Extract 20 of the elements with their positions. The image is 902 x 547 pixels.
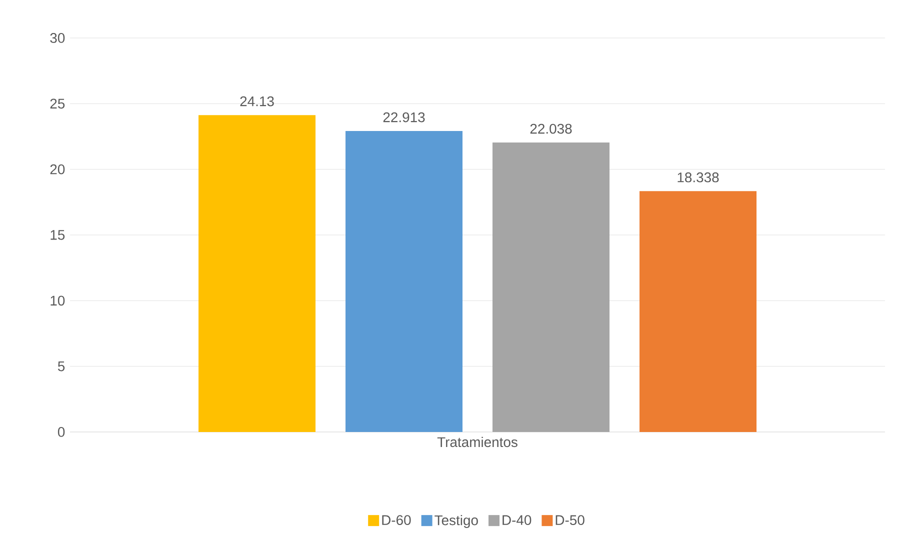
bar xyxy=(198,115,316,432)
data-label: 22.038 xyxy=(530,124,572,134)
legend-label: D-50 xyxy=(556,515,584,526)
y-tick-label: 15 xyxy=(50,230,65,240)
bar xyxy=(346,131,463,432)
legend-label: D-40 xyxy=(502,515,532,526)
x-tick-label: Tratamientos xyxy=(437,436,518,448)
legend-label: Testigo xyxy=(434,514,478,528)
y-tick-label: 30 xyxy=(50,33,65,43)
bar xyxy=(492,142,610,432)
data-label: 18.338 xyxy=(678,172,719,182)
y-tick-label: 5 xyxy=(58,361,65,372)
data-label: 24.13 xyxy=(240,96,274,106)
y-tick-label: 0 xyxy=(58,427,65,437)
bar xyxy=(640,191,757,432)
y-tick-label: 20 xyxy=(50,164,65,174)
y-tick-label: 25 xyxy=(50,98,65,109)
y-tick-label: 10 xyxy=(50,296,65,306)
legend-label: D-60 xyxy=(382,515,411,526)
data-label: 22.913 xyxy=(383,112,425,122)
